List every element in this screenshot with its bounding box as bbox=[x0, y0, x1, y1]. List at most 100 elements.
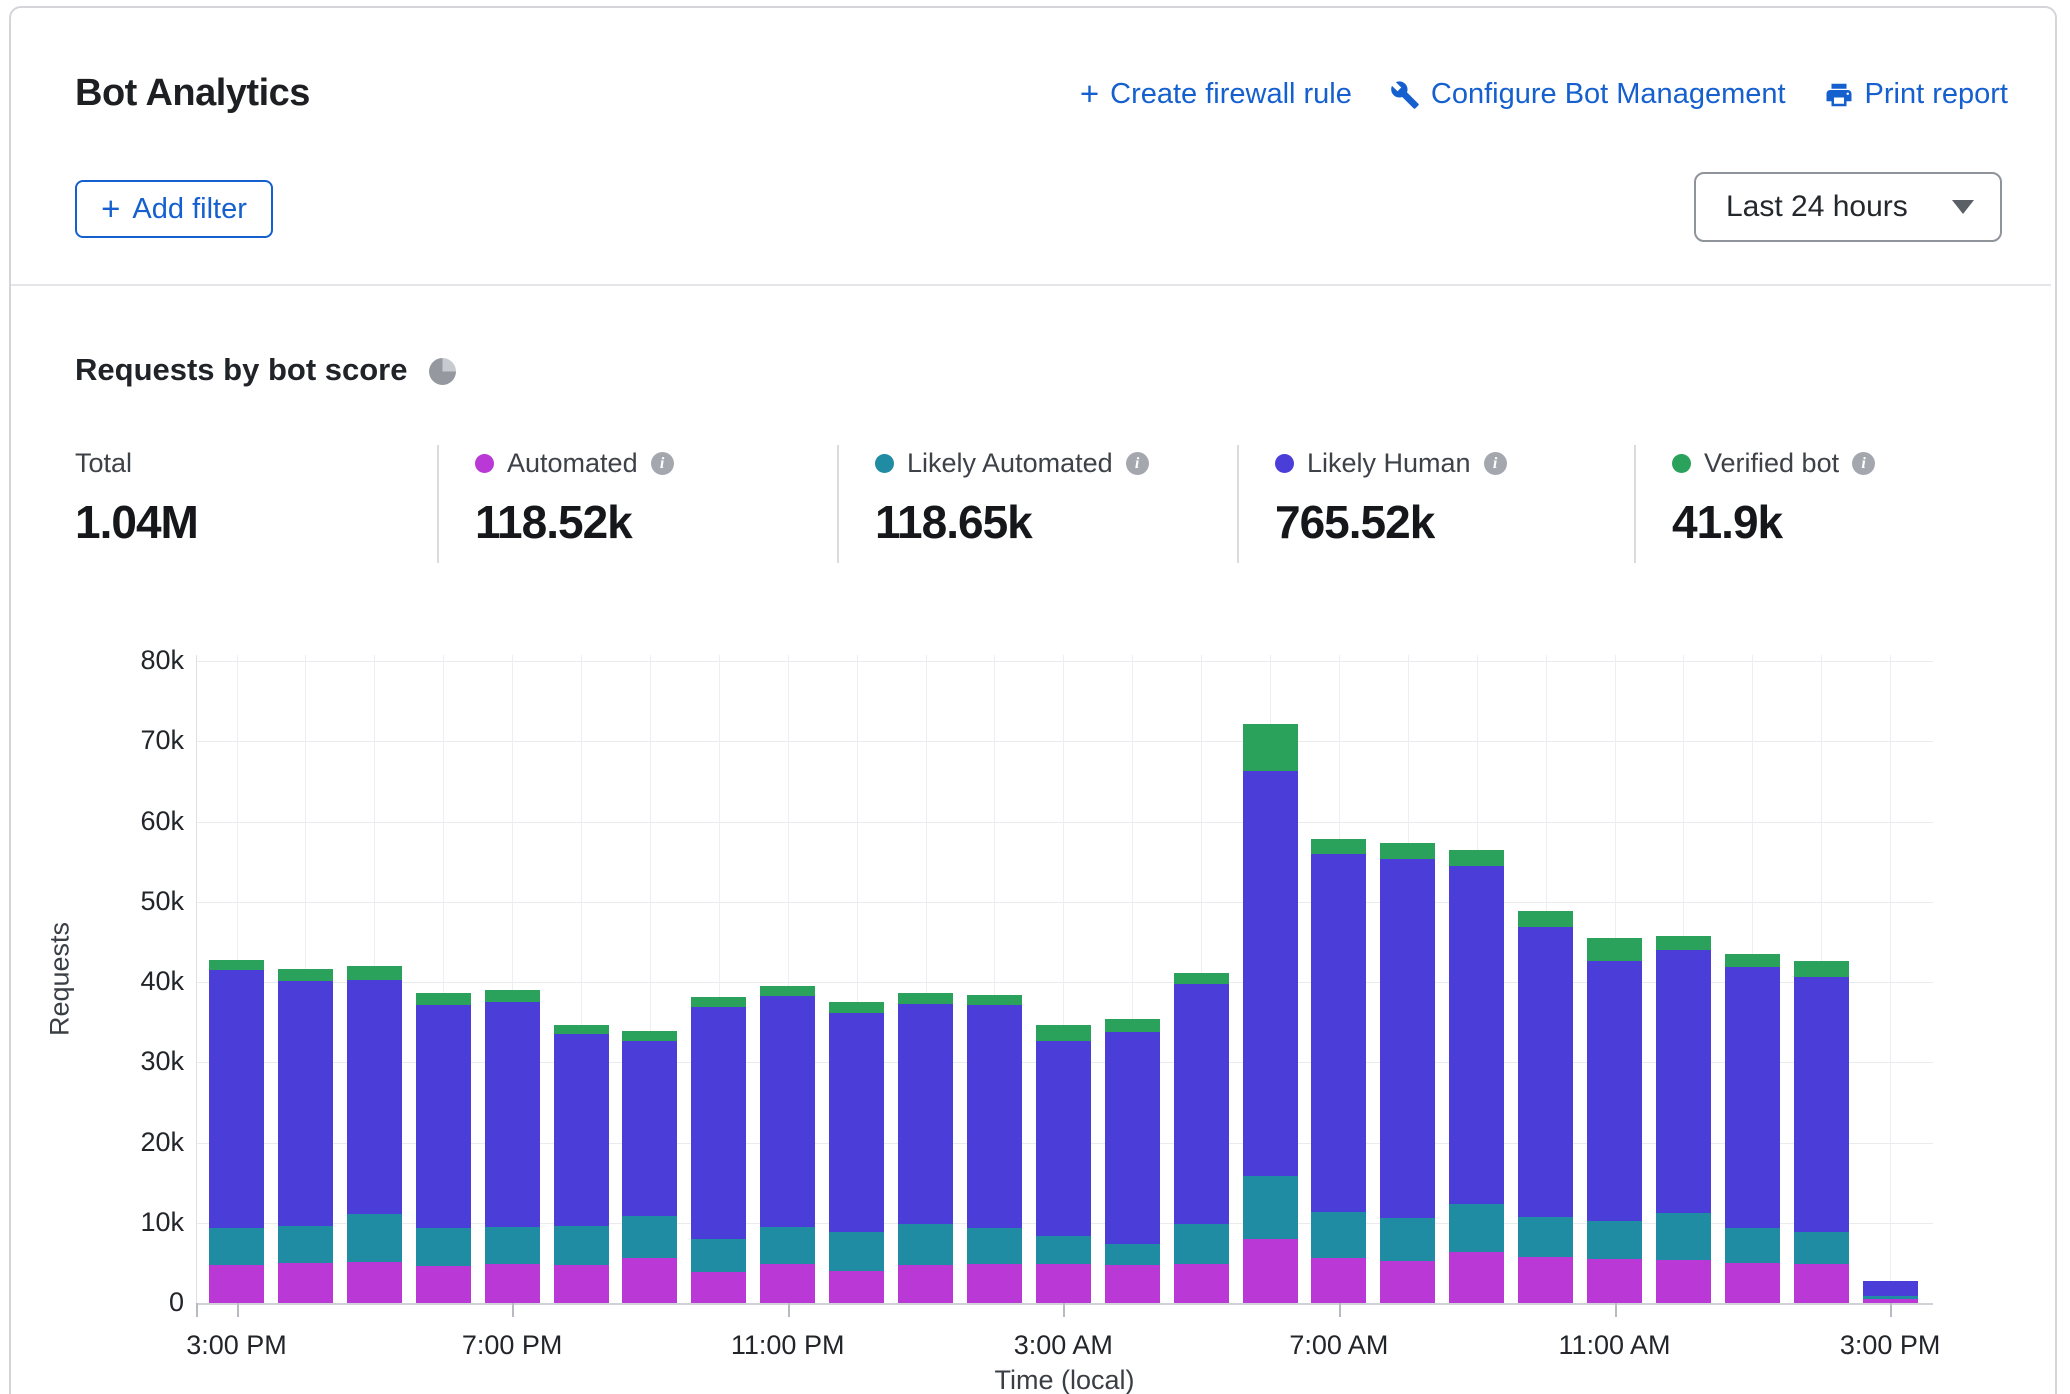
bar-segment-verified-bot[interactable] bbox=[691, 997, 746, 1007]
bar-segment-likely-automated[interactable] bbox=[347, 1214, 402, 1262]
print-report-link[interactable]: Print report bbox=[1824, 78, 2008, 111]
bar-segment-likely-human[interactable] bbox=[209, 970, 264, 1228]
bar-segment-automated[interactable] bbox=[1725, 1263, 1780, 1303]
info-icon[interactable]: i bbox=[651, 452, 674, 475]
bar-segment-verified-bot[interactable] bbox=[1794, 961, 1849, 977]
bar-segment-likely-human[interactable] bbox=[347, 980, 402, 1214]
info-icon[interactable]: i bbox=[1126, 452, 1149, 475]
bar-segment-automated[interactable] bbox=[1311, 1258, 1366, 1303]
bar-segment-verified-bot[interactable] bbox=[1449, 850, 1504, 866]
bar-segment-likely-automated[interactable] bbox=[1174, 1224, 1229, 1265]
bar-segment-verified-bot[interactable] bbox=[1518, 911, 1573, 928]
bar-segment-likely-human[interactable] bbox=[1518, 927, 1573, 1217]
info-icon[interactable]: i bbox=[1852, 452, 1875, 475]
bar-segment-automated[interactable] bbox=[691, 1272, 746, 1303]
create-firewall-rule-link[interactable]: + Create firewall rule bbox=[1080, 78, 1352, 111]
bar-segment-likely-human[interactable] bbox=[1243, 771, 1298, 1176]
bar-segment-likely-human[interactable] bbox=[1656, 950, 1711, 1213]
bar-segment-likely-human[interactable] bbox=[1863, 1281, 1918, 1295]
bar-segment-verified-bot[interactable] bbox=[554, 1025, 609, 1034]
bar-segment-verified-bot[interactable] bbox=[1105, 1019, 1160, 1032]
bar-segment-likely-automated[interactable] bbox=[622, 1216, 677, 1259]
bar-segment-verified-bot[interactable] bbox=[898, 993, 953, 1003]
bar-segment-likely-human[interactable] bbox=[898, 1004, 953, 1225]
bar-segment-likely-automated[interactable] bbox=[1380, 1218, 1435, 1261]
bar-segment-automated[interactable] bbox=[209, 1265, 264, 1303]
bar-segment-likely-automated[interactable] bbox=[554, 1226, 609, 1265]
bar-segment-automated[interactable] bbox=[1380, 1261, 1435, 1303]
bar-segment-likely-automated[interactable] bbox=[1725, 1228, 1780, 1263]
bar-segment-automated[interactable] bbox=[554, 1265, 609, 1303]
bar-segment-verified-bot[interactable] bbox=[1174, 973, 1229, 984]
bar-segment-likely-human[interactable] bbox=[760, 996, 815, 1227]
bar-segment-automated[interactable] bbox=[1243, 1239, 1298, 1303]
bar-segment-automated[interactable] bbox=[1449, 1252, 1504, 1303]
bar-segment-likely-human[interactable] bbox=[1311, 854, 1366, 1212]
bar-segment-automated[interactable] bbox=[898, 1265, 953, 1303]
bar-segment-likely-human[interactable] bbox=[1587, 961, 1642, 1221]
bar-segment-likely-human[interactable] bbox=[554, 1034, 609, 1226]
bar-segment-likely-automated[interactable] bbox=[485, 1227, 540, 1264]
bar-segment-likely-human[interactable] bbox=[1036, 1041, 1091, 1235]
bar-segment-likely-automated[interactable] bbox=[760, 1227, 815, 1265]
bar-segment-likely-human[interactable] bbox=[1174, 984, 1229, 1223]
bar-segment-likely-automated[interactable] bbox=[1794, 1232, 1849, 1265]
bar-segment-likely-automated[interactable] bbox=[967, 1228, 1022, 1264]
bar-segment-verified-bot[interactable] bbox=[829, 1002, 884, 1013]
bar-segment-automated[interactable] bbox=[1036, 1264, 1091, 1303]
bar-segment-automated[interactable] bbox=[1656, 1260, 1711, 1303]
bar-segment-verified-bot[interactable] bbox=[1587, 938, 1642, 961]
bar-segment-likely-human[interactable] bbox=[416, 1005, 471, 1228]
bar-segment-likely-automated[interactable] bbox=[416, 1228, 471, 1266]
bar-segment-likely-automated[interactable] bbox=[1449, 1204, 1504, 1251]
bar-segment-likely-automated[interactable] bbox=[1656, 1213, 1711, 1260]
bar-segment-likely-human[interactable] bbox=[829, 1013, 884, 1231]
bar-segment-automated[interactable] bbox=[829, 1271, 884, 1303]
bar-segment-likely-human[interactable] bbox=[691, 1007, 746, 1239]
bar-segment-likely-human[interactable] bbox=[622, 1041, 677, 1216]
bar-segment-verified-bot[interactable] bbox=[760, 986, 815, 996]
bar-segment-verified-bot[interactable] bbox=[209, 960, 264, 970]
bar-segment-automated[interactable] bbox=[278, 1263, 333, 1303]
info-icon[interactable]: i bbox=[1484, 452, 1507, 475]
bar-segment-automated[interactable] bbox=[622, 1258, 677, 1303]
bar-segment-likely-automated[interactable] bbox=[898, 1224, 953, 1265]
bar-segment-automated[interactable] bbox=[1518, 1257, 1573, 1303]
bar-segment-verified-bot[interactable] bbox=[1311, 839, 1366, 854]
bar-segment-likely-human[interactable] bbox=[1380, 859, 1435, 1218]
bar-segment-likely-automated[interactable] bbox=[691, 1239, 746, 1272]
bar-segment-automated[interactable] bbox=[1794, 1264, 1849, 1303]
bar-segment-automated[interactable] bbox=[1174, 1264, 1229, 1303]
bar-segment-verified-bot[interactable] bbox=[485, 990, 540, 1002]
bar-segment-likely-human[interactable] bbox=[1449, 866, 1504, 1205]
bar-segment-verified-bot[interactable] bbox=[1725, 954, 1780, 967]
bar-segment-likely-automated[interactable] bbox=[1587, 1221, 1642, 1259]
bar-segment-automated[interactable] bbox=[760, 1264, 815, 1303]
bar-segment-likely-human[interactable] bbox=[1725, 967, 1780, 1229]
bar-segment-verified-bot[interactable] bbox=[1380, 843, 1435, 859]
bar-segment-automated[interactable] bbox=[485, 1264, 540, 1303]
bar-segment-likely-human[interactable] bbox=[278, 981, 333, 1226]
bar-segment-verified-bot[interactable] bbox=[1243, 724, 1298, 771]
bar-segment-verified-bot[interactable] bbox=[278, 969, 333, 981]
bar-segment-likely-human[interactable] bbox=[1794, 977, 1849, 1231]
bar-segment-verified-bot[interactable] bbox=[1036, 1025, 1091, 1041]
bar-segment-automated[interactable] bbox=[1105, 1265, 1160, 1303]
bar-segment-likely-human[interactable] bbox=[1105, 1032, 1160, 1244]
bar-segment-likely-automated[interactable] bbox=[278, 1226, 333, 1263]
bar-segment-likely-automated[interactable] bbox=[1036, 1236, 1091, 1264]
bar-segment-likely-automated[interactable] bbox=[1863, 1296, 1918, 1299]
add-filter-button[interactable]: + Add filter bbox=[75, 180, 273, 238]
bar-segment-verified-bot[interactable] bbox=[1656, 936, 1711, 950]
bar-segment-verified-bot[interactable] bbox=[967, 995, 1022, 1005]
bar-segment-automated[interactable] bbox=[1587, 1259, 1642, 1303]
bar-segment-likely-automated[interactable] bbox=[829, 1232, 884, 1271]
bar-segment-likely-automated[interactable] bbox=[1518, 1217, 1573, 1257]
bar-segment-likely-automated[interactable] bbox=[209, 1228, 264, 1266]
bar-segment-automated[interactable] bbox=[347, 1262, 402, 1303]
bar-segment-automated[interactable] bbox=[416, 1266, 471, 1303]
configure-bot-management-link[interactable]: Configure Bot Management bbox=[1390, 78, 1786, 111]
bar-segment-automated[interactable] bbox=[967, 1264, 1022, 1303]
bar-segment-likely-automated[interactable] bbox=[1311, 1212, 1366, 1258]
bar-segment-likely-human[interactable] bbox=[485, 1002, 540, 1227]
